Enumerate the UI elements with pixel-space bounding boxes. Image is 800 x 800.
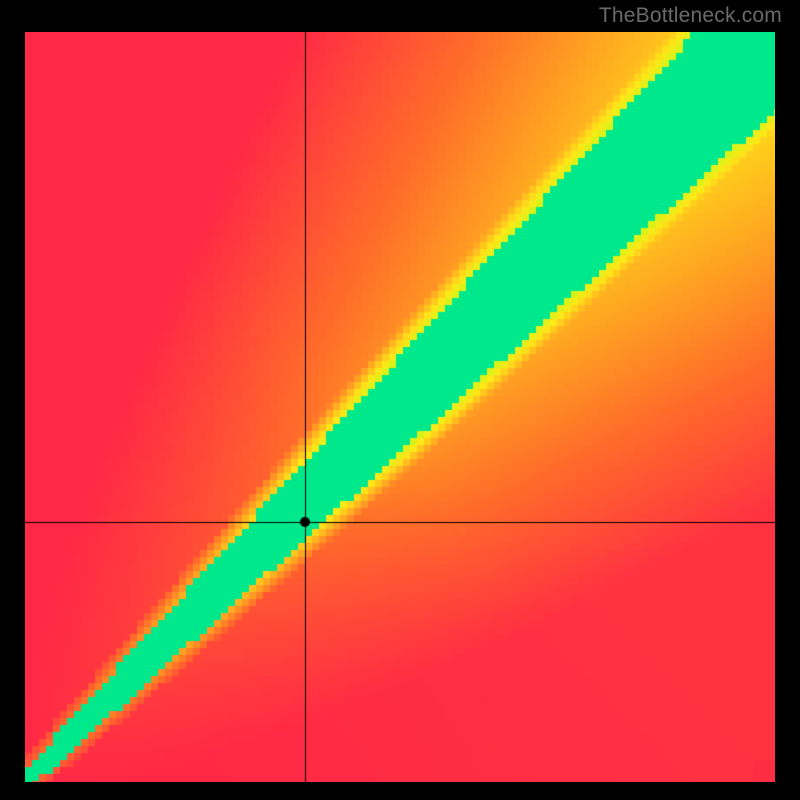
heatmap-canvas	[25, 32, 775, 782]
plot-area	[25, 32, 775, 782]
chart-container: TheBottleneck.com	[0, 0, 800, 800]
watermark-text: TheBottleneck.com	[599, 4, 782, 28]
